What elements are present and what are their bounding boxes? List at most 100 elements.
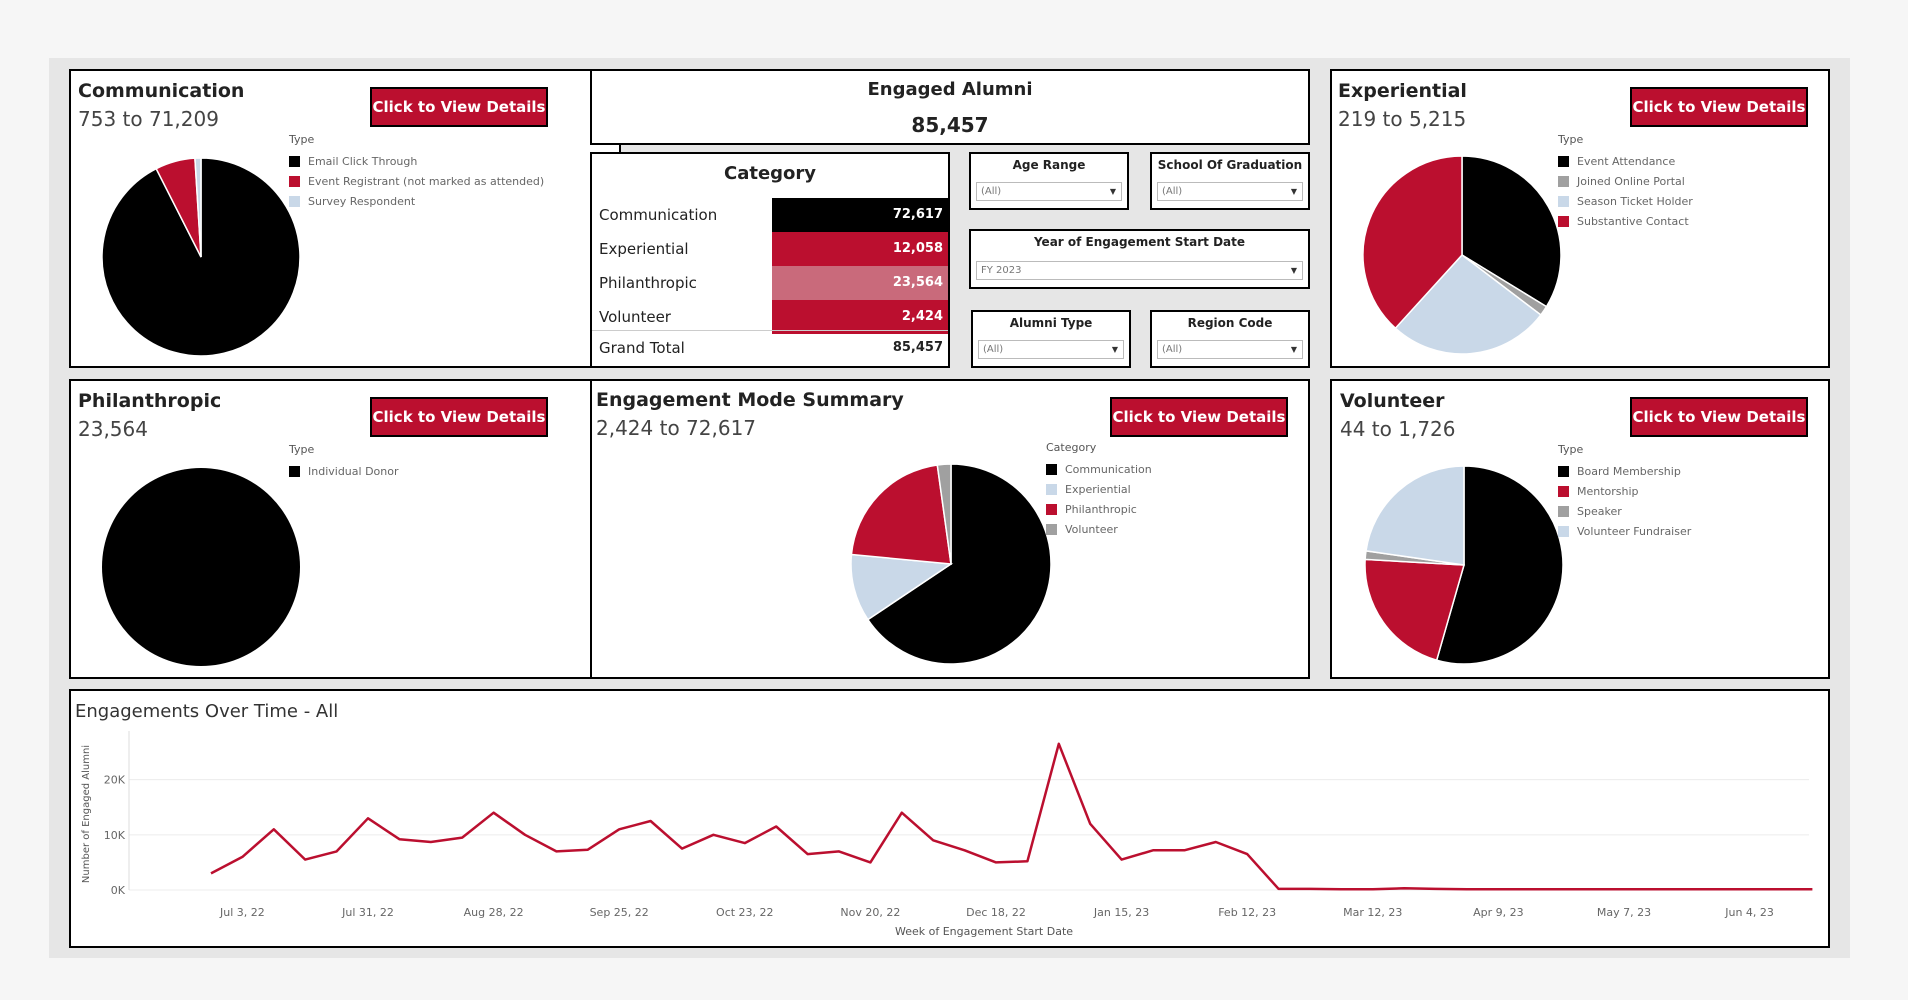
mode-summary-legend: Category Communication Experiential Philan… <box>1046 441 1152 539</box>
category-value: 12,058 <box>772 232 948 266</box>
pie-slice[interactable] <box>1461 155 1562 308</box>
pie-slice[interactable] <box>850 553 954 621</box>
series-line[interactable] <box>210 742 1813 891</box>
legend-swatch <box>289 175 300 187</box>
legend-item[interactable]: Volunteer Fundraiser <box>1558 521 1691 541</box>
communication-view-details-button[interactable]: Click to View Details <box>370 87 548 127</box>
legend-item[interactable]: Survey Respondent <box>289 191 544 211</box>
school-label: School Of Graduation <box>1157 158 1303 172</box>
legend-label: Communication <box>1065 462 1152 476</box>
y-tick-label: 20K <box>104 774 126 787</box>
engaged-alumni-title: Engaged Alumni <box>867 79 1033 100</box>
mode-summary-title: Engagement Mode Summary <box>596 389 904 411</box>
legend-item[interactable]: Volunteer <box>1046 519 1152 539</box>
alumni-type-select[interactable]: (All) ▼ <box>978 340 1124 359</box>
legend-label: Survey Respondent <box>308 194 416 208</box>
region-select[interactable]: (All) ▼ <box>1157 340 1303 359</box>
category-label: Volunteer <box>599 308 671 326</box>
legend-label: Board Membership <box>1577 464 1681 478</box>
y-tick-label: 0K <box>111 884 126 897</box>
pie-slice[interactable] <box>102 468 300 666</box>
category-row[interactable]: Philanthropic 23,564 <box>592 266 948 300</box>
experiential-range: 219 to 5,215 <box>1338 107 1467 131</box>
engagements-over-time-panel: Engagements Over Time - All 0K 10K 20K Jul … <box>69 689 1830 948</box>
legend-label: Substantive Contact <box>1577 214 1689 228</box>
legend-title: Type <box>1558 133 1584 146</box>
communication-title: Communication <box>78 80 245 102</box>
age-range-value: (All) <box>981 186 1002 197</box>
category-label: Communication <box>599 206 718 224</box>
legend-item[interactable]: Email Click Through <box>289 151 544 171</box>
legend-swatch <box>1046 523 1057 535</box>
legend-swatch <box>1558 155 1569 167</box>
communication-pie-chart[interactable] <box>101 157 301 357</box>
legend-item[interactable]: Substantive Contact <box>1558 211 1693 231</box>
pie-slice[interactable] <box>1365 465 1465 566</box>
legend-item[interactable]: Board Membership <box>1558 461 1691 481</box>
philanthropic-view-details-button[interactable]: Click to View Details <box>370 397 548 437</box>
philanthropic-pie-chart[interactable] <box>101 467 301 667</box>
engaged-alumni-value: 85,457 <box>911 113 989 137</box>
category-row[interactable]: Communication 72,617 <box>592 198 948 232</box>
dashboard: Communication 753 to 71,209 Click to Vie… <box>49 58 1850 958</box>
year-label: Year of Engagement Start Date <box>1033 235 1246 249</box>
pie-slice[interactable] <box>850 464 952 565</box>
pie-slice[interactable] <box>1362 155 1463 330</box>
legend-item[interactable]: Event Attendance <box>1558 151 1693 171</box>
x-tick-label: Oct 23, 22 <box>716 906 774 919</box>
legend-item[interactable]: Speaker <box>1558 501 1691 521</box>
legend-swatch <box>289 465 300 477</box>
legend-item[interactable]: Philanthropic <box>1046 499 1152 519</box>
experiential-title: Experiential <box>1338 80 1467 102</box>
legend-item[interactable]: Season Ticket Holder <box>1558 191 1693 211</box>
alumni-type-filter: Alumni Type (All) ▼ <box>971 310 1131 368</box>
legend-item[interactable]: Mentorship <box>1558 481 1691 501</box>
pie-slice[interactable] <box>1364 558 1465 662</box>
experiential-view-details-button[interactable]: Click to View Details <box>1630 87 1808 127</box>
volunteer-view-details-button[interactable]: Click to View Details <box>1630 397 1808 437</box>
year-filter: Year of Engagement Start Date FY 2023 ▼ <box>969 229 1310 289</box>
experiential-legend: Type Event Attendance Joined Online Porta… <box>1558 133 1693 231</box>
legend-item[interactable]: Communication <box>1046 459 1152 479</box>
pie-slice[interactable] <box>1435 465 1564 665</box>
x-tick-label: Jun 4, 23 <box>1724 906 1774 919</box>
school-select[interactable]: (All) ▼ <box>1157 182 1303 201</box>
legend-swatch <box>1046 483 1057 495</box>
category-row[interactable]: Volunteer 2,424 <box>592 300 948 334</box>
communication-legend: Type Email Click Through Event Registrant… <box>289 133 544 211</box>
region-value: (All) <box>1162 344 1183 355</box>
category-row[interactable]: Experiential 12,058 <box>592 232 948 266</box>
legend-label: Event Registrant (not marked as attended… <box>308 174 545 188</box>
age-range-filter: Age Range (All) ▼ <box>969 152 1129 210</box>
year-select[interactable]: FY 2023 ▼ <box>976 261 1303 280</box>
year-value: FY 2023 <box>981 265 1022 276</box>
legend-label: Season Ticket Holder <box>1577 194 1693 208</box>
legend-label: Experiential <box>1065 482 1131 496</box>
pie-slice[interactable] <box>194 157 202 258</box>
legend-item[interactable]: Event Registrant (not marked as attended… <box>289 171 544 191</box>
communication-range: 753 to 71,209 <box>78 107 219 131</box>
pie-slice[interactable] <box>866 463 1052 665</box>
mode-summary-view-details-button[interactable]: Click to View Details <box>1110 397 1288 437</box>
category-total-row: Grand Total 85,457 <box>592 330 948 364</box>
legend-item[interactable]: Joined Online Portal <box>1558 171 1693 191</box>
volunteer-panel: Volunteer 44 to 1,726 Click to View Deta… <box>1330 379 1830 679</box>
legend-swatch <box>1558 465 1569 477</box>
legend-item[interactable]: Individual Donor <box>289 461 399 481</box>
experiential-pie-chart[interactable] <box>1362 155 1562 355</box>
age-range-label: Age Range <box>1012 158 1086 172</box>
legend-label: Speaker <box>1577 504 1622 518</box>
category-label: Philanthropic <box>599 274 697 292</box>
pie-slice[interactable] <box>1394 253 1542 355</box>
age-range-select[interactable]: (All) ▼ <box>976 182 1122 201</box>
legend-swatch <box>1558 505 1569 517</box>
chevron-down-icon: ▼ <box>1290 187 1297 196</box>
category-label: Experiential <box>599 240 689 258</box>
pie-slice[interactable] <box>936 463 952 565</box>
mode-summary-pie-chart[interactable] <box>850 463 1052 665</box>
legend-item[interactable]: Experiential <box>1046 479 1152 499</box>
region-filter: Region Code (All) ▼ <box>1150 310 1310 368</box>
volunteer-pie-chart[interactable] <box>1364 465 1564 665</box>
engagements-line-chart[interactable]: 0K 10K 20K Jul 3, 22 Jul 31, 22 Aug 28, 22 Sep… <box>71 691 1828 946</box>
engaged-alumni-panel: Engaged Alumni 85,457 <box>590 69 1310 145</box>
